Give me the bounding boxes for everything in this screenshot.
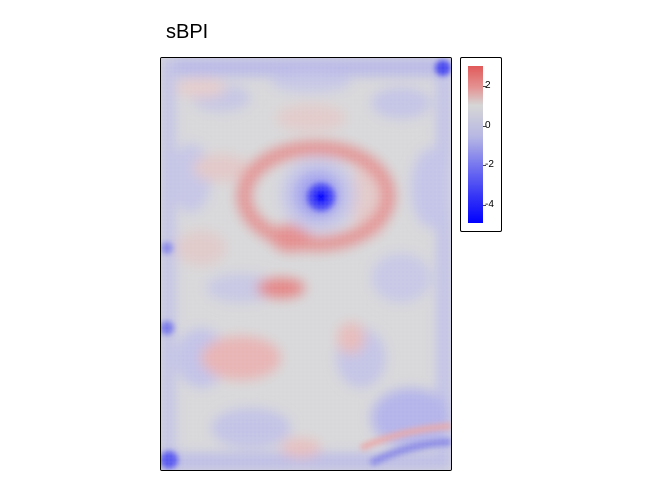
map-title: sBPI (166, 21, 209, 43)
raster-map (160, 57, 452, 471)
legend-gradient-bar (468, 66, 483, 223)
legend-tick (483, 205, 486, 206)
legend-tick-label: -2 (485, 159, 494, 170)
legend-tick (483, 126, 486, 127)
legend-tick (483, 86, 486, 87)
legend-tick-label: 0 (485, 120, 491, 131)
legend-tick-label: -4 (485, 199, 494, 210)
legend-tick-label: 2 (485, 80, 491, 91)
color-legend: 2 0 -2 -4 (460, 57, 502, 232)
legend-tick (483, 165, 486, 166)
raster-surface (161, 58, 451, 470)
